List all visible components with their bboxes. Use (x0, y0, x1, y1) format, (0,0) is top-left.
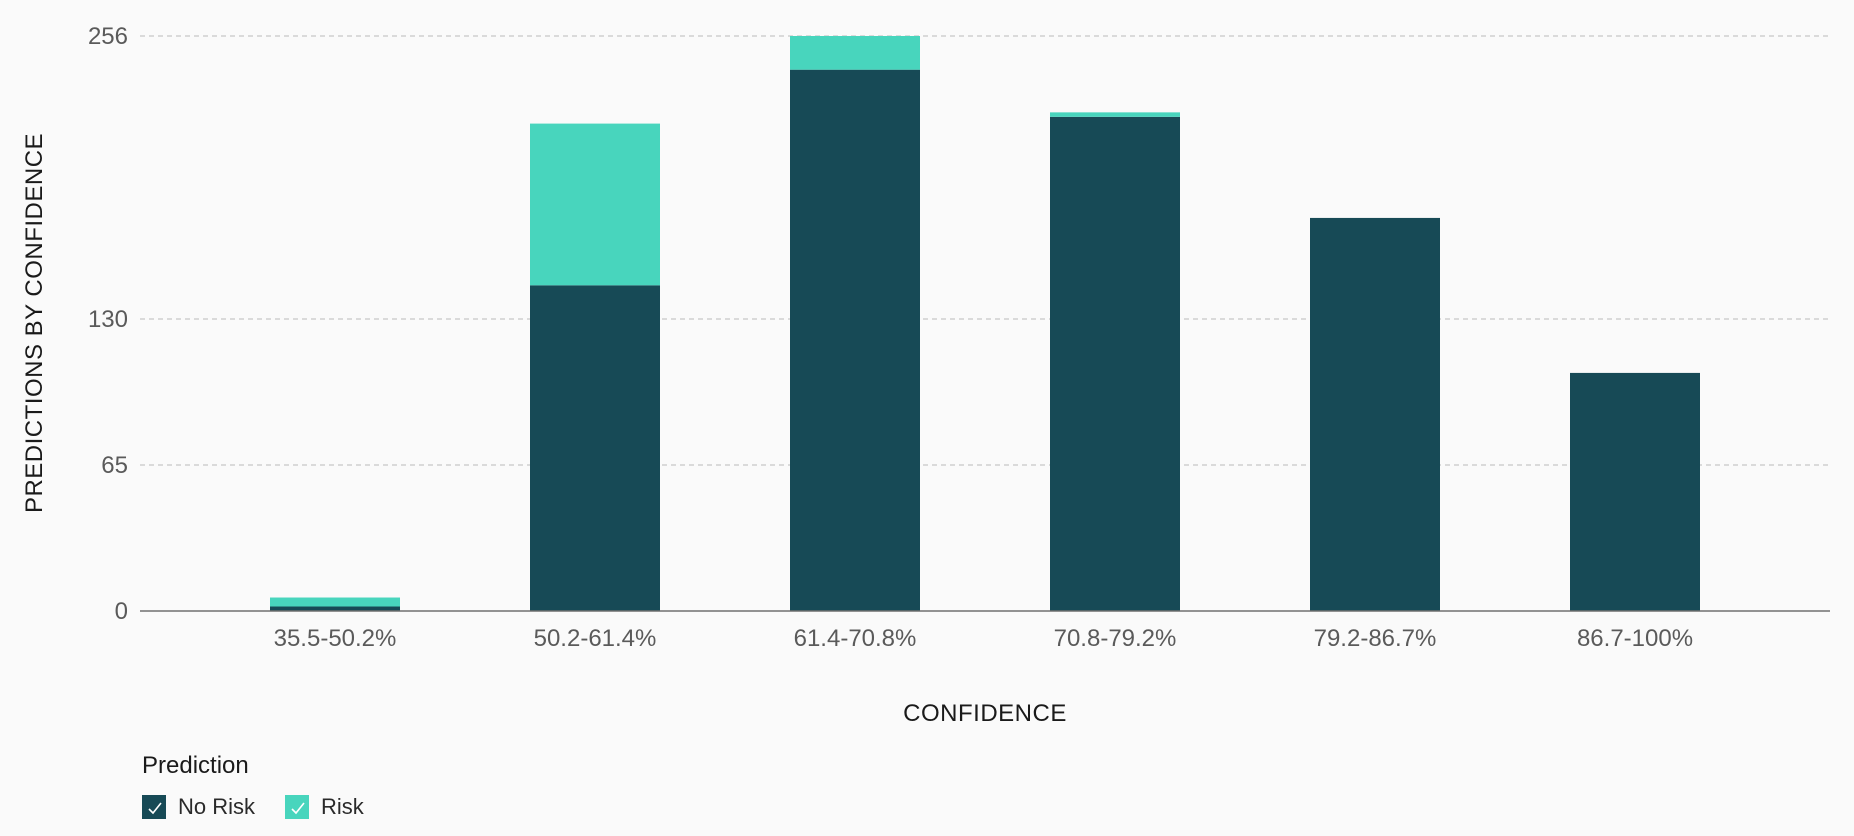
bar-no-risk[interactable] (270, 606, 400, 611)
bar-risk[interactable] (1050, 112, 1180, 117)
bar-no-risk[interactable] (530, 285, 660, 611)
legend-title: Prediction (142, 752, 249, 779)
y-tick-label: 0 (115, 598, 128, 625)
legend-label-risk: Risk (321, 794, 364, 819)
y-tick-label: 256 (88, 23, 128, 50)
x-tick-label: 86.7-100% (1577, 625, 1693, 652)
bar-risk[interactable] (270, 597, 400, 607)
bar-risk[interactable] (530, 123, 660, 286)
y-tick-label: 65 (101, 452, 128, 479)
x-tick-label: 61.4-70.8% (794, 625, 917, 652)
bar-risk[interactable] (790, 36, 920, 70)
y-axis-title: PREDICTIONS BY CONFIDENCE (21, 133, 48, 513)
x-tick-label: 50.2-61.4% (534, 625, 657, 652)
x-tick-label: 35.5-50.2% (274, 625, 397, 652)
bars (270, 36, 1700, 611)
legend-swatch-no-risk[interactable] (142, 795, 166, 819)
bar-no-risk[interactable] (1570, 372, 1700, 611)
legend-item-no-risk[interactable]: No Risk (142, 794, 255, 820)
y-tick-label: 130 (88, 306, 128, 333)
legend: Prediction No Risk Risk (142, 752, 394, 820)
x-tick-label: 70.8-79.2% (1054, 625, 1177, 652)
bar-no-risk[interactable] (1310, 217, 1440, 611)
bar-no-risk[interactable] (790, 69, 920, 611)
checkmark-icon (291, 802, 305, 815)
bar-no-risk[interactable] (1050, 116, 1180, 611)
x-axis-title: CONFIDENCE (903, 700, 1067, 727)
x-tick-label: 79.2-86.7% (1314, 625, 1437, 652)
y-tick-labels: 0 65 130 256 (88, 23, 128, 625)
x-tick-labels: 35.5-50.2% 50.2-61.4% 61.4-70.8% 70.8-79.2%… (274, 625, 1693, 652)
legend-label-no-risk: No Risk (178, 794, 256, 819)
legend-item-risk[interactable]: Risk (285, 794, 364, 820)
legend-items: No Risk Risk (142, 794, 394, 820)
legend-swatch-risk[interactable] (285, 795, 310, 819)
gridlines (140, 35, 1830, 466)
checkmark-icon (148, 802, 162, 815)
